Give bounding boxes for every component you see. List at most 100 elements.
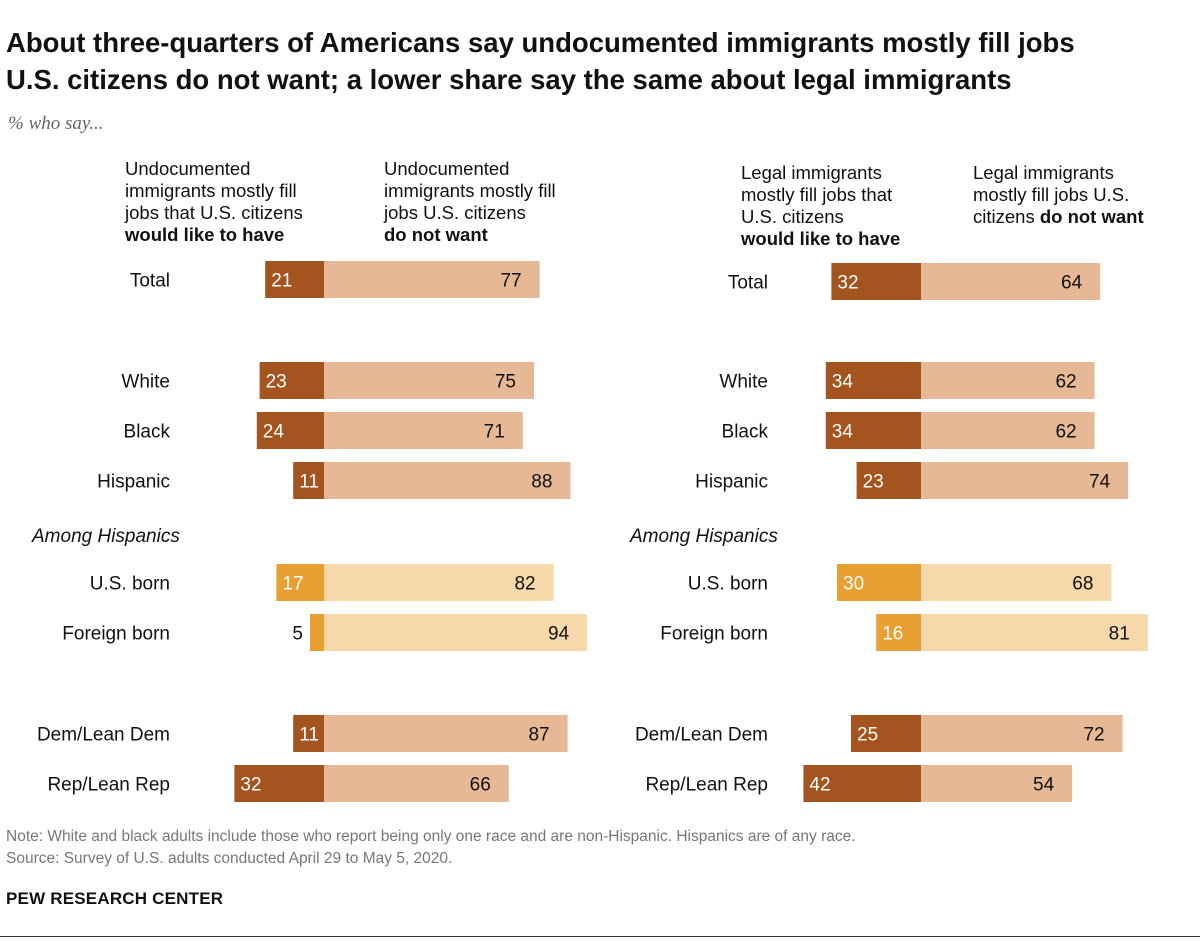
right-like-header: Legal immigrants mostly fill jobs that U… [741, 162, 900, 250]
bar-do-not-want [324, 614, 588, 651]
chart-subtitle: % who say... [8, 113, 104, 134]
chart-title: About three-quarters of Americans say un… [6, 24, 1186, 98]
category-label: Foreign born [660, 624, 768, 645]
bar-do-not-want [921, 564, 1112, 601]
header-line: jobs U.S. citizens [384, 202, 526, 223]
bar-do-not-want [921, 715, 1123, 752]
bar-do-not-want [324, 765, 509, 802]
category-label: U.S. born [90, 574, 170, 595]
chart-notes: Note: White and black adults include tho… [6, 826, 856, 870]
category-label: Total [728, 273, 768, 294]
bar-would-like [851, 715, 921, 752]
category-label: U.S. born [688, 574, 768, 595]
bar-do-not-want [921, 765, 1073, 802]
category-label: Rep/Lean Rep [645, 775, 768, 796]
value-label-do-not-want: 81 [1109, 624, 1130, 645]
bar-would-like [256, 412, 324, 449]
category-label: Black [124, 422, 171, 443]
bottom-rule [0, 936, 1200, 937]
value-label-do-not-want: 54 [1033, 775, 1055, 796]
note-text: Note: White and black adults include tho… [6, 828, 856, 845]
right-notwant-header: Legal immigrants mostly fill jobs U.S. c… [973, 162, 1144, 228]
value-label-do-not-want: 66 [470, 775, 491, 796]
bar-would-like [234, 765, 324, 802]
bar-do-not-want [324, 362, 534, 399]
bar-would-like [803, 765, 921, 802]
header-bold: do not want [1039, 206, 1144, 227]
value-label-would-like: 34 [832, 372, 854, 393]
value-label-would-like: 34 [832, 422, 854, 443]
header-line: jobs that U.S. citizens [125, 202, 303, 223]
value-label-would-like: 16 [882, 624, 903, 645]
value-label-would-like: 11 [299, 725, 319, 746]
title-line-1: About three-quarters of Americans say un… [6, 27, 1075, 58]
bar-would-like [259, 362, 324, 399]
value-label-would-like: 32 [837, 273, 858, 294]
bar-do-not-want [324, 412, 523, 449]
header-line: Legal immigrants [741, 162, 882, 183]
bar-do-not-want [324, 564, 554, 601]
bar-would-like [825, 412, 921, 449]
header-bold: do not want [384, 224, 488, 245]
header-line: mostly fill jobs that [741, 184, 893, 205]
value-label-do-not-want: 68 [1072, 574, 1093, 595]
bar-would-like [876, 614, 921, 651]
category-label: Dem/Lean Dem [37, 725, 170, 746]
bar-would-like [310, 614, 324, 651]
value-label-do-not-want: 75 [495, 372, 516, 393]
category-label: Hispanic [97, 472, 170, 493]
value-label-would-like: 42 [809, 775, 830, 796]
bar-would-like [825, 362, 921, 399]
category-label: Black [722, 422, 769, 443]
header-line: immigrants mostly fill [125, 180, 297, 201]
value-label-would-like: 24 [263, 422, 285, 443]
category-label: Dem/Lean Dem [635, 725, 768, 746]
category-label: Rep/Lean Rep [47, 775, 170, 796]
bar-do-not-want [921, 263, 1101, 300]
bar-do-not-want [921, 412, 1095, 449]
header-bold: would like to have [741, 228, 901, 249]
header-line: Undocumented [125, 158, 251, 179]
header-line: U.S. citizens [741, 206, 844, 227]
value-label-would-like: 23 [863, 472, 884, 493]
bar-would-like [293, 462, 324, 499]
header-prefix: citizens [973, 206, 1035, 227]
value-label-would-like: 30 [843, 574, 864, 595]
header-line: Undocumented [384, 158, 510, 179]
value-label-do-not-want: 62 [1055, 422, 1076, 443]
bar-would-like [831, 263, 921, 300]
bar-would-like [856, 462, 921, 499]
category-label: Hispanic [695, 472, 768, 493]
category-label: Foreign born [62, 624, 170, 645]
value-label-do-not-want: 74 [1089, 472, 1111, 493]
value-label-do-not-want: 87 [528, 725, 549, 746]
value-label-do-not-want: 82 [514, 574, 535, 595]
value-label-do-not-want: 88 [531, 472, 552, 493]
header-line: mostly fill jobs U.S. [973, 184, 1130, 205]
value-label-would-like: 5 [292, 624, 303, 645]
value-label-would-like: 17 [282, 574, 303, 595]
bar-would-like [265, 261, 324, 298]
bar-do-not-want [324, 462, 571, 499]
bar-would-like [837, 564, 921, 601]
value-label-do-not-want: 72 [1083, 725, 1104, 746]
brand-logo-text: PEW RESEARCH CENTER [6, 889, 224, 908]
left-notwant-header: Undocumented immigrants mostly fill jobs… [384, 158, 556, 246]
header-line: immigrants mostly fill [384, 180, 556, 201]
category-label: Total [130, 271, 170, 292]
bar-do-not-want [324, 715, 568, 752]
header-line: Legal immigrants [973, 162, 1114, 183]
value-label-would-like: 23 [266, 372, 287, 393]
value-label-would-like: 21 [271, 271, 292, 292]
bar-would-like [293, 715, 324, 752]
group-label: Among Hispanics [31, 526, 180, 547]
value-label-do-not-want: 71 [484, 422, 505, 443]
bar-do-not-want [324, 261, 540, 298]
title-line-2: U.S. citizens do not want; a lower share… [6, 64, 1012, 95]
bar-do-not-want [921, 614, 1148, 651]
category-label: White [121, 372, 170, 393]
category-label: White [719, 372, 768, 393]
value-label-do-not-want: 64 [1061, 273, 1083, 294]
